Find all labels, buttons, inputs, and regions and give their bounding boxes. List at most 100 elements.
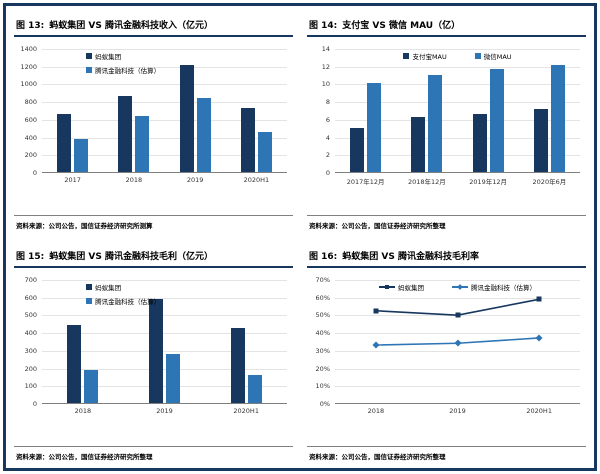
figure-title: 蚂蚁集团 VS 腾讯金融科技毛利率 [342, 252, 479, 262]
panel-fig16-gross-margin: 图 16: 蚂蚁集团 VS 腾讯金融科技毛利率 0% 10% 20% 30% 40% 50%… [307, 247, 586, 462]
legend: 蚂蚁集团 腾讯金融科技（估算） [86, 51, 160, 75]
bar [350, 127, 365, 172]
legend-item: 腾讯金融科技（估算） [86, 296, 160, 306]
y-axis: 0 100 200 300 400 500 600 700 [16, 276, 42, 408]
figure-number: 图 13: [16, 21, 45, 31]
y-tick-label: 1400 [20, 45, 37, 53]
bar-group [124, 298, 206, 403]
y-tick-label: 1200 [20, 62, 37, 71]
gridline [42, 137, 287, 139]
legend-swatch [86, 298, 93, 304]
x-tick-label: 2020年6月 [532, 178, 567, 186]
legend: 支付宝MAU 微信MAU [335, 51, 580, 61]
y-tick-label: 800 [24, 98, 37, 107]
panel-title: 图 16: 蚂蚁集团 VS 腾讯金融科技毛利率 [307, 247, 586, 266]
bar [247, 374, 262, 403]
legend-item: 蚂蚁集团 [86, 282, 160, 292]
legend-marker [457, 284, 463, 290]
title-rule [307, 266, 586, 268]
panel-fig14-mau: 图 14: 支付宝 VS 微信 MAU（亿） 0 2 4 6 8 10 12 14 支付宝MAU 微… [307, 16, 586, 231]
chart-fig13-revenue: 0 200 400 600 800 1000 1200 1400 蚂蚁集团 腾讯金融科技（估算） 2… [14, 37, 293, 215]
bar [166, 354, 180, 403]
x-tick-label: 2018年12月 [407, 178, 446, 186]
legend-item: 蚂蚁集团 [86, 51, 160, 61]
gridline [335, 102, 580, 104]
y-axis: 0% 10% 20% 30% 40% 50% 60% 70% [309, 276, 335, 408]
source-note: 资料来源：公司公告，国信证券经济研究所整理 [16, 453, 153, 461]
legend-label: 微信MAU [483, 53, 512, 61]
source-rule [14, 446, 293, 447]
x-tick-label: 2017年12月 [346, 178, 385, 186]
x-axis-labels: 2018 2019 2020H1 [335, 404, 580, 415]
bar-group [42, 325, 124, 403]
gridline [42, 368, 287, 370]
gridline [335, 350, 580, 352]
legend-label: 蚂蚁集团 [95, 53, 122, 61]
plot-area: 蚂蚁集团 腾讯金融科技（估算） [335, 280, 580, 404]
bar-group [519, 64, 580, 172]
y-tick-label: 600 [24, 293, 37, 302]
gridline [335, 333, 580, 335]
gridline [335, 84, 580, 86]
x-tick-label: 2020H1 [233, 407, 259, 415]
y-tick-label: 12 [321, 62, 330, 71]
plot-area: 蚂蚁集团 腾讯金融科技（估算） [42, 49, 287, 173]
y-tick-label: 6 [325, 115, 330, 124]
bar [179, 65, 194, 172]
bar [533, 109, 548, 172]
y-tick-label: 0 [32, 169, 37, 177]
panel-fig15-gross-profit: 图 15: 蚂蚁集团 VS 腾讯金融科技毛利（亿元） 0 100 200 300 400 5… [14, 247, 293, 462]
report-figure-grid: 图 13: 蚂蚁集团 VS 腾讯金融科技收入（亿元） 0 200 400 600 800 1… [14, 16, 586, 462]
bar [230, 327, 245, 403]
plot-area: 蚂蚁集团腾讯金融科技（估算） [42, 280, 287, 404]
y-tick-label: 0 [325, 169, 330, 177]
legend-swatch [86, 53, 93, 59]
gridline [335, 386, 580, 388]
x-tick-label: 2017 [64, 176, 81, 184]
gridline [42, 280, 287, 281]
bar-group [42, 114, 103, 172]
x-tick-label: 2018 [367, 407, 385, 415]
figure-number: 图 14: [309, 21, 338, 31]
line-marker [373, 308, 379, 314]
title-rule [14, 35, 293, 37]
y-axis-spacer [309, 173, 335, 186]
bar [428, 74, 443, 172]
x-tick-label: 2019年12月 [469, 178, 508, 186]
gridline [42, 333, 287, 335]
gridline [42, 102, 287, 104]
gridline [42, 84, 287, 86]
y-tick-label: 30% [315, 346, 330, 355]
legend-swatch [403, 53, 410, 59]
bar [74, 139, 89, 172]
x-axis-labels: 2018 2019 2020H1 [42, 404, 287, 415]
bar-groups [42, 280, 287, 403]
bar [196, 97, 211, 172]
source-rule [14, 215, 293, 216]
legend-swatch [474, 53, 481, 59]
source-note: 资料来源：公司公告，国信证券经济研究所测算 [16, 222, 153, 230]
y-tick-label: 8 [325, 98, 330, 107]
bar [257, 132, 272, 172]
bar-group [226, 107, 287, 172]
y-tick-label: 1000 [20, 80, 37, 89]
bar-groups [335, 49, 580, 172]
x-axis-labels: 2017年12月 2018年12月 2019年12月 2020年6月 [335, 173, 580, 186]
legend-swatch [86, 67, 93, 73]
gridline [42, 315, 287, 317]
gridline [335, 66, 580, 68]
bar-group [396, 74, 457, 172]
bar [57, 114, 72, 172]
chart-fig15-gross-profit: 0 100 200 300 400 500 600 700 蚂蚁集团 腾讯金融科技（估算） 2018… [14, 268, 293, 446]
bar [84, 370, 99, 403]
figure-title: 支付宝 VS 微信 MAU（亿） [342, 21, 461, 31]
line-marker [455, 312, 460, 318]
legend-label: 腾讯金融科技（估算） [471, 284, 536, 292]
bar [67, 325, 82, 403]
x-tick-label: 2020H1 [526, 407, 552, 415]
figure-title: 蚂蚁集团 VS 腾讯金融科技收入（亿元） [49, 21, 213, 31]
bar [135, 116, 150, 172]
y-axis: 0 200 400 600 800 1000 1200 1400 [16, 45, 42, 177]
x-tick-label: 2018 [125, 176, 143, 184]
title-rule [14, 266, 293, 268]
